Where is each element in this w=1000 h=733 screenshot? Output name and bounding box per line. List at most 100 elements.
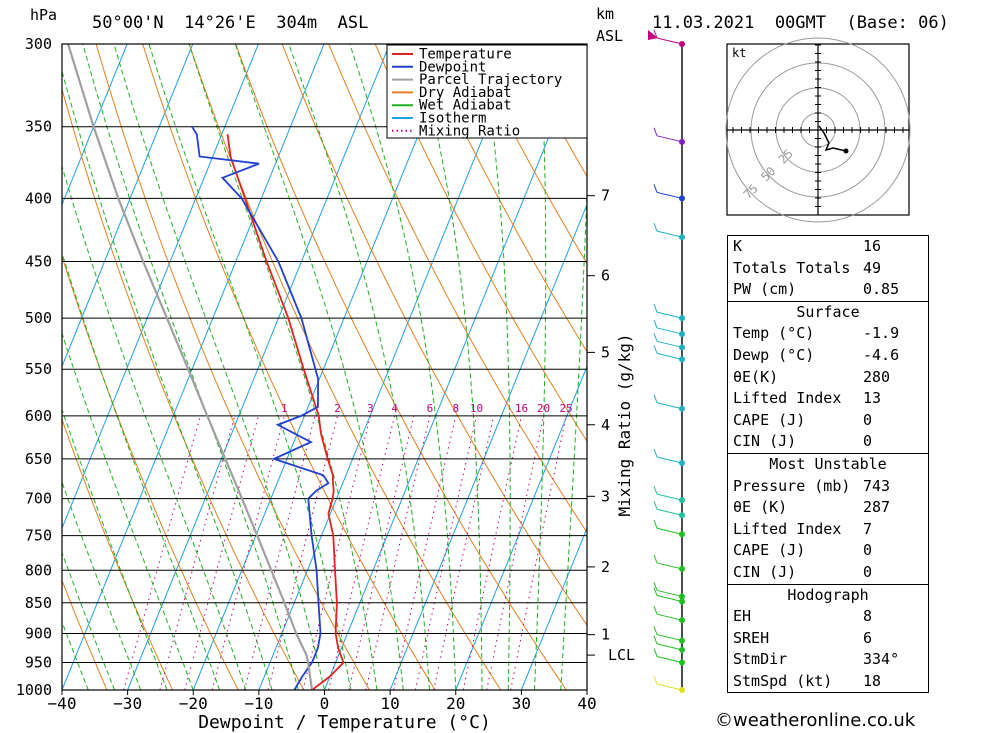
index-label: θE(K) [733,367,779,386]
mixing-ratio-label: 25 [559,402,572,415]
pressure-tick-label: 500 [25,309,52,327]
wind-barb [656,327,683,335]
most-unstable-title: Most Unstable [728,452,928,476]
wind-barb-flag [653,184,658,193]
isotherm [62,44,325,690]
surface-row: Temp (°C) -1.9 [728,323,928,345]
index-label: StmSpd (kt) [733,671,833,690]
wind-barb [656,527,683,535]
mixing-ratio-label: 4 [391,402,398,415]
legend-label: Parcel Trajectory [419,72,562,88]
x-tick-label: −30 [113,694,142,713]
index-label: θE (K) [733,498,788,517]
legend-label: Isotherm [419,111,486,127]
index-label: Temp (°C) [733,324,815,343]
index-label: Lifted Index [733,519,842,538]
mixing-ratio-label: 8 [453,402,460,415]
x-tick-label: −10 [244,694,273,713]
index-label: Lifted Index [733,389,842,408]
wind-barb-flag [653,303,658,313]
mixing-ratio-label: 10 [470,402,483,415]
legend-box [386,44,588,139]
index-value: 0 [863,541,873,560]
isotherm [62,44,194,368]
hodograph-row: EH 8 [728,606,928,628]
most-unstable-row: CIN (J) 0 [728,562,928,584]
series-line-parcel-trajectory [67,44,314,690]
isotherm [324,44,587,690]
index-label: Dewp (°C) [733,345,815,364]
km-tick-label: 5 [601,343,610,361]
index-label: CAPE (J) [733,541,806,560]
mixing-ratio-line [302,415,371,690]
km-unit-label: km [596,5,615,23]
wind-barb [656,191,683,199]
wind-barb [656,562,683,570]
hodograph-title: Hodograph [728,583,928,607]
legend-label: Wet Adiabat [419,98,512,114]
series-line-temperature [226,134,345,690]
wind-barb-flag [653,648,658,657]
index-label: SREH [733,628,770,647]
hodograph-ring [725,37,911,223]
mixing-ratio-line [393,415,457,690]
mixing-ratio-label: 16 [515,402,528,415]
wind-barb-flag [653,319,658,329]
wind-barb [656,135,683,143]
index-value: 0.85 [863,280,900,299]
wind-barb [656,508,683,516]
dry-adiabat [374,44,587,443]
index-value: 287 [863,498,891,517]
wet-adiabat [415,44,483,690]
pressure-tick-label: 650 [25,450,52,468]
wind-barb [656,683,683,691]
index-label: CIN (J) [733,562,797,581]
wind-barb-flag [653,127,658,137]
pressure-tick-label: 350 [25,118,52,136]
dry-adiabat [467,44,587,265]
wind-barb-flag [653,582,658,591]
legend-label: Mixing Ratio [419,123,520,139]
km-tick-label: 7 [601,187,610,205]
series-line-dewpoint [191,126,330,690]
isotherm [389,203,587,690]
surface-title: Surface [728,300,928,324]
index-label: EH [733,607,752,626]
index-value: 7 [863,519,873,538]
isotherms [62,44,587,690]
legend-label: Temperature [419,47,512,63]
wind-barb [656,311,683,319]
km-tick-label: 2 [601,558,610,576]
legend-label: Dry Adiabat [419,85,512,101]
most-unstable-row: θE (K) 287 [728,497,928,519]
isotherm [62,44,128,206]
wet-adiabat [148,44,352,690]
wind-barb [656,352,683,360]
dry-adiabat [235,44,567,690]
pressure-tick-label: 400 [25,189,52,207]
wind-barb [656,230,683,238]
hodograph-row: SREH 6 [728,628,928,650]
datetime-title: 11.03.2021 00GMT (Base: 06) [652,13,949,33]
hpa-unit-label: hPa [30,6,58,24]
pressure-tick-label: 550 [25,360,52,378]
wet-adiabat [62,164,247,690]
hodograph-unit: kt [732,46,746,60]
index-value: 0 [863,562,873,581]
km-tick-label: 6 [601,267,610,285]
isotherm [258,44,522,690]
most-unstable-row: Lifted Index 7 [728,519,928,541]
legend-label: Dewpoint [419,59,486,75]
wet-adiabat [560,175,587,690]
wet-adiabat [534,44,547,690]
wind-barb [656,643,683,651]
km-tick-label: 4 [601,416,610,434]
most-unstable-row: CAPE (J) 0 [728,540,928,562]
indices-table: K 16 Totals Totals 49 PW (cm) 0.85 Surface Te… [727,235,929,694]
wind-barb-flag [653,606,658,615]
index-value: 13 [863,389,882,408]
wind-barb [656,493,683,501]
index-label: StmDir [733,650,788,669]
index-value: -1.9 [863,324,900,343]
